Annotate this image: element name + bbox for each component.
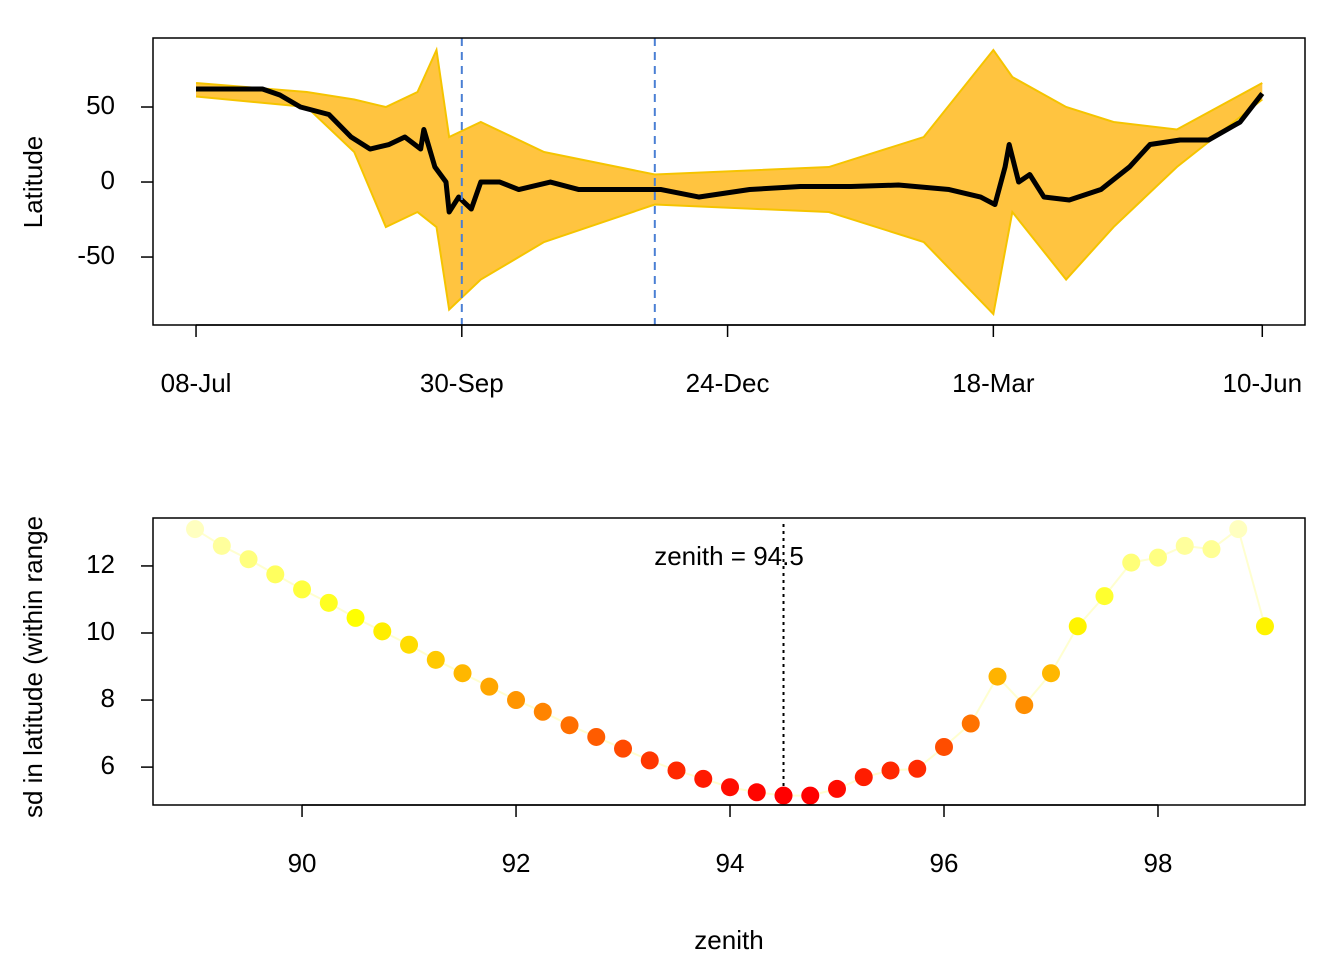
point — [1068, 617, 1087, 636]
point — [881, 761, 900, 780]
annotation: zenith = 94.5 — [654, 541, 804, 571]
point — [587, 727, 606, 746]
y-tick-label: 8 — [101, 683, 115, 713]
x-tick-label: 92 — [502, 848, 531, 878]
point — [747, 783, 766, 802]
point — [1255, 617, 1274, 636]
point — [319, 593, 338, 612]
point — [560, 716, 579, 735]
point — [480, 677, 499, 696]
point — [667, 761, 686, 780]
point — [1148, 548, 1167, 567]
point — [721, 778, 740, 797]
point — [1229, 520, 1248, 539]
x-tick-label: 18-Mar — [952, 368, 1035, 398]
point — [453, 664, 472, 683]
x-axis-label: zenith — [694, 925, 763, 955]
x-tick-label: 24-Dec — [686, 368, 770, 398]
y-tick-label: 0 — [101, 165, 115, 195]
y-axis-label: sd in latitude (within range — [18, 516, 48, 818]
point — [400, 635, 419, 654]
panel: 6 8 10 12 90 92 94 96 98 sd in latitude (within r… — [18, 516, 1306, 955]
point — [266, 565, 285, 584]
point — [1041, 664, 1060, 683]
band-edge — [195, 95, 1263, 317]
x-tick-label: 10-Jun — [1223, 368, 1303, 398]
x-tick-label: 94 — [716, 848, 745, 878]
point — [935, 737, 954, 756]
point — [533, 702, 552, 721]
y-tick-label: -50 — [77, 240, 115, 270]
band — [196, 50, 1263, 315]
point — [373, 622, 392, 641]
point — [1175, 536, 1194, 555]
point — [774, 786, 793, 805]
plot-frame — [152, 517, 1306, 806]
point — [346, 608, 365, 627]
point — [293, 580, 312, 599]
plot-area — [186, 520, 1274, 805]
point — [988, 667, 1007, 686]
plot-frame — [152, 37, 1306, 326]
x-tick-label: 96 — [930, 848, 959, 878]
point — [828, 779, 847, 798]
y-axis-label: Latitude — [18, 136, 48, 229]
plot-area — [195, 38, 1265, 325]
point — [694, 769, 713, 788]
y-tick-label: 50 — [86, 90, 115, 120]
point — [1122, 553, 1141, 572]
point — [507, 691, 526, 710]
point — [1015, 696, 1034, 715]
y-tick-label: 10 — [86, 616, 115, 646]
y-tick-label: 6 — [101, 750, 115, 780]
band-edge — [195, 46, 1263, 176]
point — [1202, 540, 1221, 559]
point — [854, 768, 873, 787]
point — [212, 536, 231, 555]
panel: -50 0 50 08-Jul 30-Sep 24-Dec 18-Mar 10-Jun Lati… — [18, 37, 1306, 398]
point — [1095, 587, 1114, 606]
point — [801, 786, 820, 805]
point — [640, 751, 659, 770]
point — [239, 550, 258, 569]
y-tick-label: 12 — [86, 549, 115, 579]
line — [196, 86, 1265, 215]
x-tick-label: 08-Jul — [161, 368, 232, 398]
point — [961, 714, 980, 733]
x-tick-label: 90 — [288, 848, 317, 878]
x-tick-label: 98 — [1144, 848, 1173, 878]
point — [426, 650, 445, 669]
point — [908, 759, 927, 778]
point — [186, 520, 205, 539]
point — [614, 739, 633, 758]
x-tick-label: 30-Sep — [420, 368, 504, 398]
